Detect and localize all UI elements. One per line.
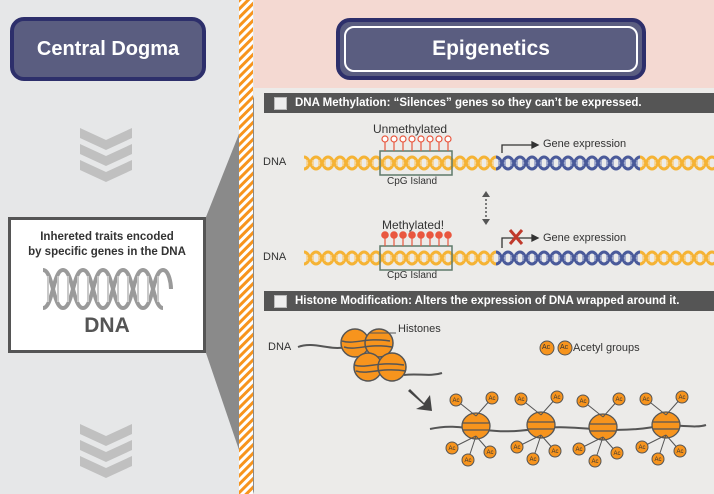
epigenetics-title-pill: Epigenetics xyxy=(336,18,646,80)
epigenetics-title: Epigenetics xyxy=(344,26,638,72)
blocked-x-icon xyxy=(508,229,524,245)
acetyl-group-icon xyxy=(635,440,649,454)
acetyl-group-label: Ac xyxy=(613,451,620,457)
traits-line-2: by specific genes in the DNA xyxy=(28,246,186,258)
histones-label: Histones xyxy=(398,323,441,335)
acetyl-group-label: Ac xyxy=(529,457,536,463)
unmethylated-markers xyxy=(381,135,452,151)
acetyl-group-icon xyxy=(526,452,540,466)
acetyl-group-label: Ac xyxy=(513,445,520,451)
dna-label-bottom: DNA xyxy=(263,251,287,263)
histone-cluster xyxy=(340,328,407,382)
chevron-down-icon xyxy=(80,424,132,478)
acetyl-group-icon xyxy=(673,444,687,458)
traits-text: Inhereted traits encoded by specific gen… xyxy=(11,230,203,260)
acetyl-legend-icons xyxy=(539,340,573,356)
acetyl-group-icon xyxy=(550,390,564,404)
acetyl-group-label: Ac xyxy=(486,450,493,456)
acetyl-group-icon xyxy=(612,392,626,406)
checkbox-square-icon xyxy=(274,294,287,308)
dna-helix-unmethylated xyxy=(302,155,714,171)
acetyl-group-icon xyxy=(576,394,590,408)
acetyl-group-label: Ac xyxy=(551,449,558,455)
ac-legend-text-2: Ac xyxy=(560,344,569,351)
histone-diagram: Ac Ac Ac Ac Ac Ac Ac Ac Ac Ac Ac Ac Ac Ac Ac Ac Ac Ac Ac Ac xyxy=(297,328,707,468)
acetyl-group-icon xyxy=(461,453,475,467)
acetyl-group-icon xyxy=(675,390,689,404)
checkbox-square-icon xyxy=(274,96,287,110)
cpg-island-label-bottom: CpG Island xyxy=(387,270,438,281)
unmethylated-label: Unmethylated xyxy=(373,122,448,136)
histone-bar: Histone Modification: Alters the express… xyxy=(264,291,714,311)
methylated-label: Methylated! xyxy=(382,218,445,232)
acetyl-group-icon xyxy=(651,452,665,466)
acetyl-group-label: Ac xyxy=(642,397,649,403)
acetyl-group-label: Ac xyxy=(448,446,455,452)
histone-dna-label: DNA xyxy=(268,341,292,353)
acetyl-groups-label: Acetyl groups xyxy=(573,342,640,354)
acetyl-group-icon xyxy=(572,442,586,456)
traits-line-1: Inhereted traits encoded xyxy=(40,231,174,243)
orange-divider-stripe xyxy=(239,0,253,494)
histone-bar-text: Histone Modification: Alters the express… xyxy=(295,295,680,307)
acetyl-group-label: Ac xyxy=(676,449,683,455)
acetyl-group-label: Ac xyxy=(638,445,645,451)
acetyl-group-label: Ac xyxy=(579,399,586,405)
acetyl-group-label: Ac xyxy=(591,459,598,465)
dna-helix-methylated xyxy=(302,250,714,266)
methylation-diagram xyxy=(302,135,714,271)
acetyl-group-icon xyxy=(610,446,624,460)
arrow-icon xyxy=(408,389,432,411)
acetyl-group-label: Ac xyxy=(488,396,495,402)
cpg-island-label-top: CpG Island xyxy=(387,176,438,187)
ac-legend-text-1: Ac xyxy=(542,344,551,351)
acetylated-nucleosomes xyxy=(461,411,681,441)
acetyl-group-label: Ac xyxy=(452,398,459,404)
methyl-group-markers xyxy=(381,231,452,246)
acetyl-group-label: Ac xyxy=(464,458,471,464)
cpg-island-box xyxy=(379,150,453,176)
acetyl-group-icon xyxy=(510,440,524,454)
gene-expression-label-top: Gene expression xyxy=(543,138,627,150)
acetyl-group-icon xyxy=(639,392,653,406)
methylation-bar-text: DNA Methylation: “Silences” genes so the… xyxy=(295,97,642,109)
acetyl-group-label: Ac xyxy=(517,397,524,403)
acetyl-group-icon xyxy=(449,393,463,407)
gene-expression-arrow xyxy=(501,140,540,153)
acetyl-group-icon xyxy=(485,391,499,405)
acetyl-group-tags: Ac Ac Ac Ac Ac Ac Ac Ac Ac Ac Ac Ac Ac Ac Ac Ac Ac Ac Ac Ac xyxy=(445,390,689,468)
acetyl-group-icon xyxy=(483,445,497,459)
acetyl-group-label: Ac xyxy=(553,395,560,401)
acetyl-group-icon xyxy=(514,392,528,406)
methylation-bar: DNA Methylation: “Silences” genes so the… xyxy=(264,93,714,113)
acetyl-group-icon xyxy=(548,444,562,458)
traits-box: Inhereted traits encoded by specific gen… xyxy=(8,217,206,353)
gene-expression-label-bottom: Gene expression xyxy=(543,232,627,244)
acetyl-group-label: Ac xyxy=(575,447,582,453)
central-dogma-title: Central Dogma xyxy=(10,17,206,81)
acetyl-group-label: Ac xyxy=(615,397,622,403)
acetyl-group-label: Ac xyxy=(678,395,685,401)
acetyl-group-icon xyxy=(445,441,459,455)
dna-helix-icon xyxy=(42,267,173,311)
acetyl-group-label: Ac xyxy=(654,457,661,463)
dna-label: DNA xyxy=(84,314,130,337)
chevron-down-icon xyxy=(80,128,132,182)
acetyl-group-icon xyxy=(588,454,602,468)
dna-label-top: DNA xyxy=(263,156,287,168)
